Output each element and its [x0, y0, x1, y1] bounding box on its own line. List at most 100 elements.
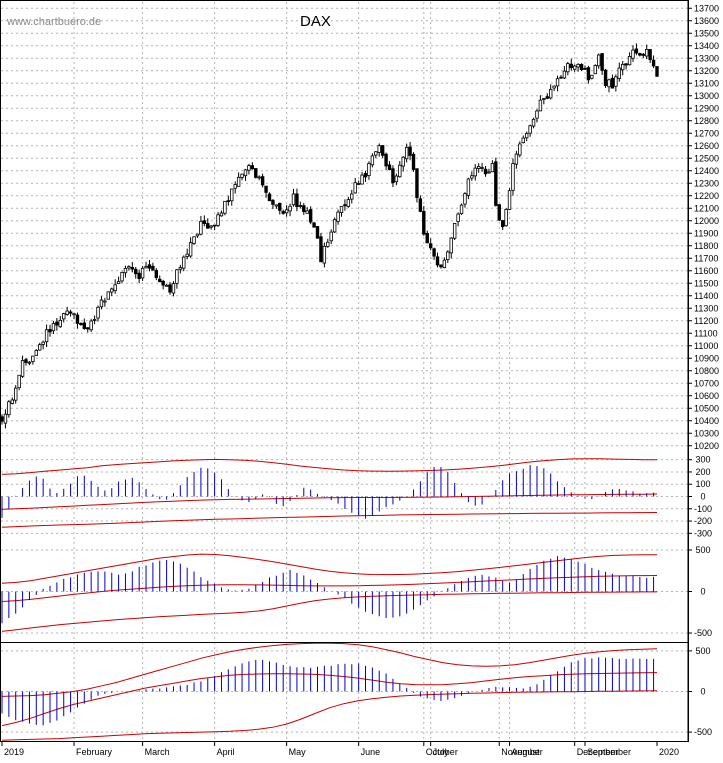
price-candle-body [562, 70, 567, 79]
price-tick-label: 12600 [694, 141, 719, 151]
price-candle-body [466, 178, 471, 196]
price-candle-body [209, 225, 213, 228]
price-candle-body [511, 163, 515, 191]
price-candle-body [329, 231, 333, 242]
price-candle-body [401, 156, 405, 167]
price-candle-body [377, 145, 381, 153]
price-candle-body [185, 253, 189, 257]
price-candle-body [264, 185, 268, 193]
price-candle-body [175, 269, 179, 284]
price-candle-body [284, 209, 289, 214]
price-tick-label: 13400 [694, 41, 719, 51]
price-candle-body [336, 211, 340, 222]
price-candle-body [140, 267, 145, 279]
price-tick-label: 12800 [694, 116, 719, 126]
price-candle-body [353, 182, 357, 194]
price-candle-body [422, 210, 426, 235]
price-candle-body [500, 220, 505, 228]
price-candle-body [339, 205, 344, 214]
indicator-2-tick-label: -500 [694, 628, 712, 638]
price-candle-body [645, 49, 649, 57]
indicator-1-tick-label: -200 [694, 516, 712, 526]
price-candle-body [27, 361, 32, 364]
price-candle-body [65, 310, 69, 315]
price-candle-body [600, 53, 604, 71]
price-tick-label: 13700 [694, 3, 719, 13]
price-candle-body [631, 49, 635, 59]
price-candle-body [428, 243, 433, 249]
month-label: March [145, 747, 170, 757]
price-candle-body [230, 188, 234, 202]
price-tick-label: 10900 [694, 353, 719, 363]
price-candle-body [531, 118, 536, 127]
price-candle-body [123, 267, 128, 274]
price-candle-body [134, 268, 138, 275]
price-candle-body [322, 245, 327, 264]
month-label: June [361, 747, 381, 757]
price-candle-body [514, 153, 519, 165]
price-candle-body [380, 145, 385, 156]
price-candle-body [326, 241, 330, 247]
price-candle-body [92, 319, 97, 321]
price-candle-body [473, 167, 477, 177]
price-candle-body [524, 133, 529, 139]
indicator-3-tick-label: 0 [700, 687, 705, 697]
indicator-1-tick-label: 100 [695, 479, 710, 489]
indicator-2-tick-label: 0 [700, 587, 705, 597]
price-candle-body [370, 155, 375, 166]
indicator-1-tick-label: -300 [694, 528, 712, 538]
price-candle-body [212, 224, 217, 227]
price-candle-body [610, 77, 615, 89]
price-tick-label: 11900 [694, 228, 718, 238]
chart-title: DAX [300, 13, 331, 30]
price-candle-body [651, 59, 656, 67]
price-candle-body [274, 204, 279, 207]
price-candle-body [518, 143, 522, 156]
price-candle-body [621, 63, 625, 71]
price-candle-body [48, 329, 52, 333]
indicator-1-tick-label: 0 [700, 492, 705, 502]
price-candle-body [579, 64, 584, 71]
price-tick-label: 10200 [694, 441, 719, 451]
price-candle-body [449, 237, 453, 254]
price-candle-body [507, 190, 512, 210]
price-candle-body [439, 264, 443, 268]
indicator-3-upper-band [1, 642, 658, 697]
price-candle-body [483, 168, 488, 175]
price-candle-body [127, 266, 131, 269]
price-candle-body [545, 96, 549, 99]
price-candle-body [641, 53, 645, 56]
price-candle-body [408, 146, 412, 156]
price-candle-body [295, 193, 299, 207]
price-tick-label: 11000 [694, 341, 718, 351]
price-candle-body [161, 280, 165, 286]
price-tick-label: 10500 [694, 403, 719, 413]
price-candle-body [418, 198, 423, 212]
price-candle-body [398, 164, 402, 178]
price-candle-body [456, 213, 460, 222]
indicator-1-tick-label: 300 [695, 455, 710, 465]
price-candle-body [298, 205, 303, 207]
price-candle-body [250, 165, 255, 170]
price-candle-body [356, 183, 361, 185]
price-candle-body [452, 222, 457, 239]
price-candle-body [144, 266, 148, 269]
price-candle-body [86, 327, 90, 330]
price-tick-label: 11100 [694, 328, 718, 338]
price-candle-body [192, 236, 196, 244]
price-candle-body [257, 176, 261, 179]
price-candle-body [116, 281, 121, 284]
price-candle-body [89, 320, 93, 331]
price-candle-body [312, 222, 316, 228]
price-candle-body [178, 267, 183, 270]
price-candle-body [58, 319, 62, 328]
price-candle-body [487, 171, 491, 174]
price-candle-body [120, 271, 124, 282]
price-candle-body [463, 193, 467, 205]
price-candle-body [442, 259, 447, 268]
price-candle-body [219, 212, 224, 217]
price-candle-body [435, 256, 440, 266]
price-candle-body [350, 193, 354, 200]
price-candle-body [542, 98, 546, 100]
indicator-1-tick-label: -100 [694, 504, 712, 514]
